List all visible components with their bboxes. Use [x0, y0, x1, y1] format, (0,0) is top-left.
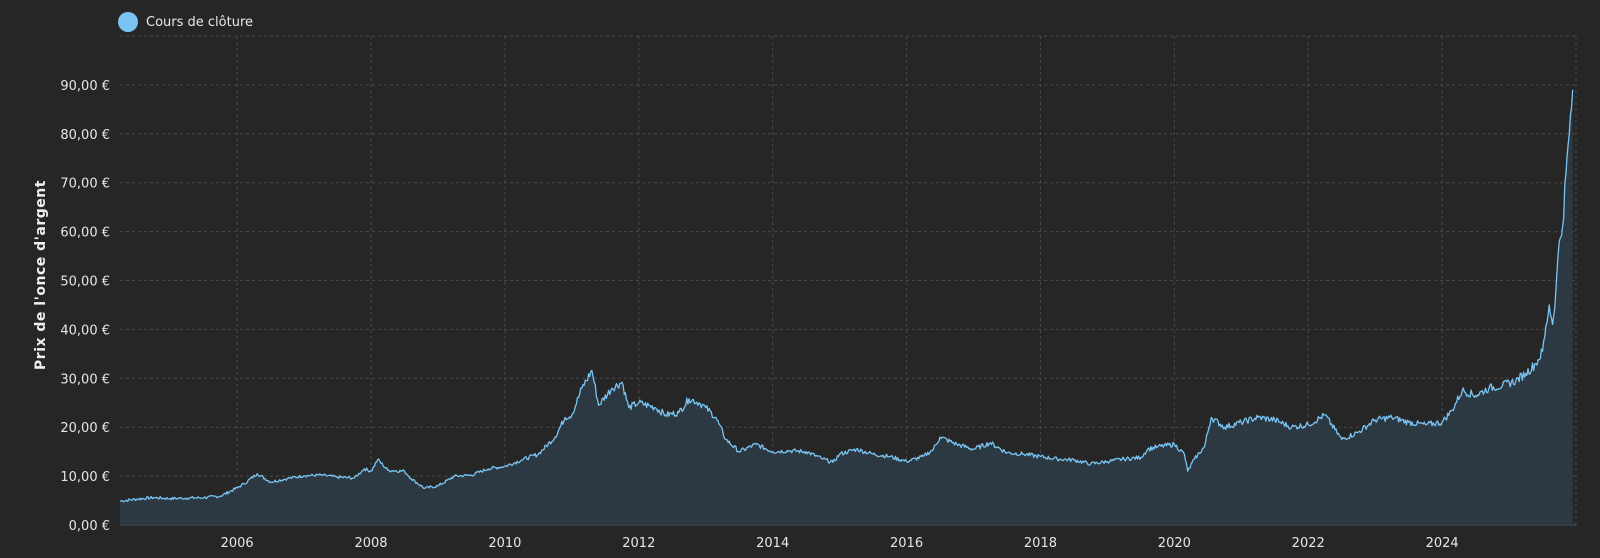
y-tick-label: 70,00 € [60, 177, 110, 192]
x-tick-label: 2014 [756, 536, 789, 551]
legend[interactable]: Cours de clôture [118, 12, 253, 32]
series-line[interactable] [119, 89, 1574, 503]
x-tick-label: 2024 [1426, 536, 1459, 551]
x-tick-label: 2006 [221, 536, 254, 551]
y-tick-label: 0,00 € [69, 519, 110, 534]
y-tick-label: 90,00 € [60, 79, 110, 94]
x-axis: 2006 2008 2010 2012 2014 2016 2018 2020 2022 2024 [221, 536, 1459, 551]
x-tick-label: 2018 [1024, 536, 1057, 551]
x-tick-label: 2022 [1292, 536, 1325, 551]
y-axis: 0,00 € 10,00 € 20,00 € 30,00 € 40,00 € 50,00 … [60, 79, 110, 534]
legend-label: Cours de clôture [146, 14, 254, 30]
x-tick-label: 2012 [622, 536, 655, 551]
y-axis-label: Prix de l'once d'argent [33, 180, 49, 370]
y-tick-label: 60,00 € [60, 226, 110, 241]
x-tick-label: 2016 [890, 536, 923, 551]
y-tick-label: 40,00 € [60, 323, 110, 338]
y-tick-label: 20,00 € [60, 421, 110, 436]
x-tick-label: 2020 [1158, 536, 1191, 551]
y-tick-label: 50,00 € [60, 275, 110, 290]
y-tick-label: 10,00 € [60, 470, 110, 485]
series-area-fill [120, 89, 1573, 526]
area-layer [119, 89, 1574, 526]
x-tick-label: 2010 [488, 536, 521, 551]
y-tick-label: 80,00 € [60, 128, 110, 143]
x-tick-label: 2008 [354, 536, 387, 551]
legend-swatch [118, 12, 138, 32]
y-tick-label: 30,00 € [60, 372, 110, 387]
